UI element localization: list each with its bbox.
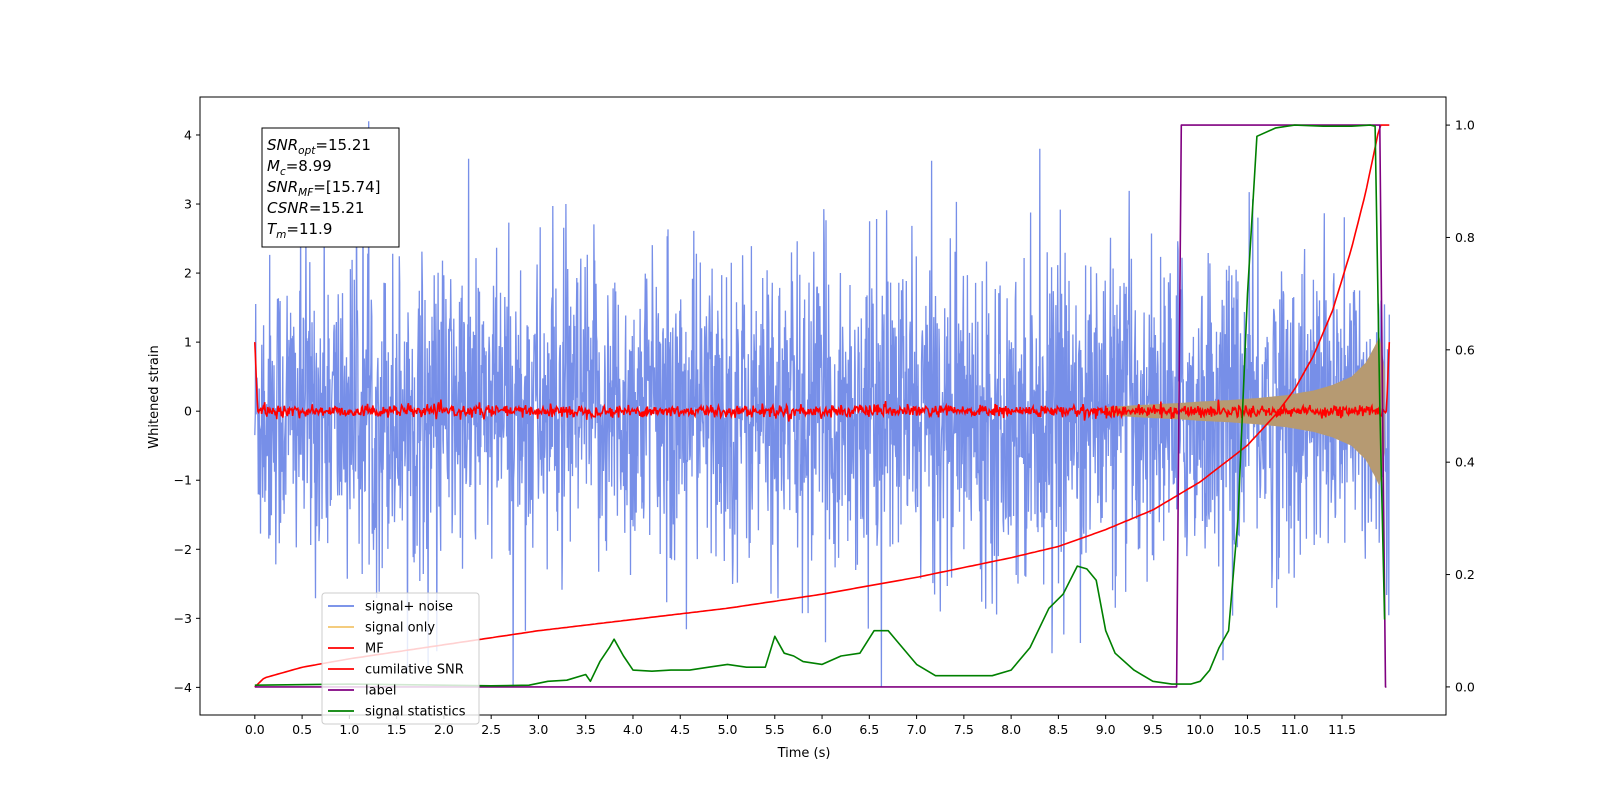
legend-frame <box>321 592 480 725</box>
x-tick-label: 7.5 <box>954 722 974 737</box>
y-left-tick-label: 3 <box>184 197 192 212</box>
x-tick-label: 9.0 <box>1096 722 1116 737</box>
y-right-tick-label: 0.4 <box>1455 455 1475 470</box>
x-tick-label: 7.0 <box>907 722 927 737</box>
y-right-tick-label: 0.0 <box>1455 679 1475 694</box>
info-box-line: SNRopt=15.21 <box>267 136 371 157</box>
y-axis-label: Whitened strain <box>147 345 162 448</box>
y-left-tick-label: 2 <box>184 266 192 281</box>
x-tick-label: 6.5 <box>859 722 879 737</box>
x-tick-label: 11.0 <box>1281 722 1309 737</box>
x-tick-label: 3.5 <box>576 722 596 737</box>
series-signal-noise-line <box>254 121 1390 688</box>
x-tick-label: 0.5 <box>292 722 312 737</box>
legend-label: label <box>365 684 396 699</box>
y-left-tick-label: 4 <box>184 127 192 142</box>
axes-frame <box>199 96 1447 716</box>
info-box-line: CSNR=15.21 <box>267 199 364 217</box>
x-tick-label: 1.0 <box>339 722 359 737</box>
x-tick-label: 5.5 <box>765 722 785 737</box>
y-left-tick-label: 1 <box>184 335 192 350</box>
x-tick-label: 8.5 <box>1048 722 1068 737</box>
x-tick-label: 10.5 <box>1234 722 1262 737</box>
legend-label: signal only <box>365 621 435 636</box>
info-box-frame <box>261 127 400 248</box>
x-tick-label: 3.0 <box>528 722 548 737</box>
x-tick-label: 1.5 <box>387 722 407 737</box>
y-left-tick-label: −3 <box>174 611 192 626</box>
x-tick-label: 8.0 <box>1001 722 1021 737</box>
legend-label: signal+ noise <box>365 600 453 615</box>
x-tick-label: 2.5 <box>481 722 501 737</box>
x-tick-label: 0.0 <box>245 722 265 737</box>
legend-label: signal statistics <box>365 705 466 720</box>
x-axis-label: Time (s) <box>777 746 831 761</box>
y-left-tick-label: −1 <box>174 473 192 488</box>
x-tick-label: 4.5 <box>670 722 690 737</box>
y-left-tick-label: 0 <box>184 404 192 419</box>
series-signal-statistics-line <box>254 124 1386 687</box>
series-mf-line <box>254 342 1391 422</box>
x-tick-label: 9.5 <box>1143 722 1163 737</box>
info-box-line: Tm=11.9 <box>267 220 332 241</box>
x-tick-label: 10.0 <box>1186 722 1214 737</box>
x-tick-label: 11.5 <box>1328 722 1356 737</box>
y-right-tick-label: 0.6 <box>1455 342 1475 357</box>
y-left-tick-label: −4 <box>174 680 192 695</box>
legend-label: MF <box>365 642 384 657</box>
info-box-line: Mc=8.99 <box>267 157 332 178</box>
y-left-tick-label: −2 <box>174 542 192 557</box>
x-tick-label: 6.0 <box>812 722 832 737</box>
y-right-tick-label: 0.8 <box>1455 230 1475 245</box>
info-box-line: SNRMF=[15.74] <box>267 178 381 199</box>
series-label-line <box>254 124 1387 688</box>
legend: signal+ noise signal only MF cumilative SNR… <box>321 592 480 725</box>
y-right-tick-label: 1.0 <box>1455 118 1475 133</box>
y-right-tick-label: 0.2 <box>1455 567 1475 582</box>
x-tick-label: 5.0 <box>718 722 738 737</box>
info-box: SNRopt=15.21Mc=8.99SNRMF=[15.74]CSNR=15.… <box>261 127 400 248</box>
x-tick-label: 4.0 <box>623 722 643 737</box>
legend-label: cumilative SNR <box>365 663 464 678</box>
x-tick-label: 2.0 <box>434 722 454 737</box>
